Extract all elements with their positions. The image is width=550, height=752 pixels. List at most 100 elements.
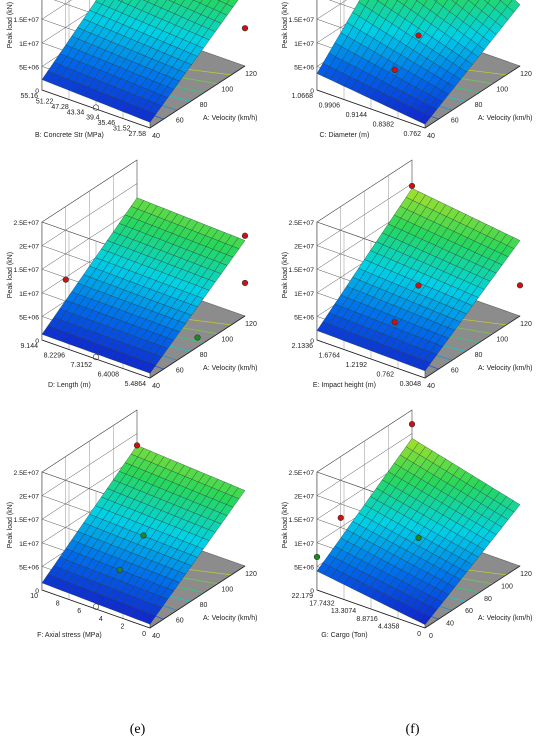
x-axis-label: A: Velocity (km/h)	[203, 365, 257, 372]
x-tick-label: 100	[221, 337, 233, 344]
y-tick-label: 0.762	[376, 372, 394, 379]
z-axis-label: Peak load (kN)	[7, 502, 14, 548]
surface-cell	[193, 0, 203, 4]
design-point	[241, 232, 249, 239]
x-tick-label: 40	[152, 633, 160, 640]
y-tick-label: 31.52	[113, 126, 131, 133]
panel-caption: (f)	[405, 722, 420, 737]
design-point	[408, 182, 416, 190]
z-tick-label: 2E+07	[19, 244, 39, 251]
y-axis-label: F: Axial stress (MPa)	[37, 632, 102, 639]
surface-cell	[507, 0, 521, 13]
x-axis-line	[149, 65, 246, 129]
z-tick-label: 0	[35, 338, 39, 345]
surface-cell	[416, 0, 428, 6]
chart-panel: 0 5E+06 1E+07 1.5E+07 2E+07 2.5E+07 Peak load …	[275, 159, 550, 500]
x-tick-label: 100	[221, 587, 233, 594]
x-tick-label: 40	[427, 133, 435, 140]
y-tick-label: 9.144	[20, 343, 38, 350]
y-tick-label: 7.3152	[71, 362, 93, 369]
z-tick-label: 2E+07	[19, 494, 39, 501]
chart-panel: 0 5E+06 1E+07 1.5E+07 2E+07 2.5E+07 Peak load …	[275, 409, 550, 750]
z-tick-label: 0	[310, 588, 314, 595]
design-point	[140, 532, 147, 539]
x-tick-label: 60	[176, 368, 184, 375]
z-tick-label: 1E+07	[294, 291, 314, 298]
z-tick-label: 5E+06	[19, 64, 39, 71]
y-tick-label: 35.46	[98, 120, 116, 127]
y-tick-label: 4	[99, 616, 103, 623]
surface-cell	[433, 0, 438, 2]
x-tick-label: 80	[475, 352, 483, 359]
z-axis-label: Peak load (kN)	[282, 252, 289, 298]
design-point	[415, 32, 422, 39]
surface-cell	[168, 0, 176, 3]
design-point	[313, 553, 321, 561]
x-tick-label: 80	[200, 102, 208, 109]
x-tick-label: 120	[245, 71, 257, 78]
design-point	[516, 282, 524, 289]
x-tick-label: 120	[520, 71, 532, 78]
y-tick-label: 5.4864	[125, 381, 147, 388]
y-tick-label: 1.0668	[292, 93, 314, 100]
x-axis-label: A: Velocity (km/h)	[203, 615, 257, 622]
surface-cell	[173, 0, 185, 6]
z-tick-label: 5E+06	[294, 564, 314, 571]
y-axis-line	[316, 89, 426, 129]
y-axis-line	[41, 89, 151, 129]
x-tick-label: 120	[245, 321, 257, 328]
x-tick-label: 40	[446, 621, 454, 628]
z-tick-label: 1E+07	[19, 291, 39, 298]
x-tick-label: 60	[176, 118, 184, 125]
y-tick-label: 0.8382	[373, 122, 395, 129]
z-tick-label: 1.5E+07	[13, 267, 39, 274]
z-tick-label: 1E+07	[294, 541, 314, 548]
surface-cell	[358, 0, 370, 7]
y-tick-label: 22.179	[292, 593, 314, 600]
y-axis-label: B: Concrete Str (MPa)	[35, 132, 104, 139]
surface-cell	[117, 0, 123, 2]
z-tick-label: 1E+07	[294, 41, 314, 48]
x-tick-label: 80	[475, 102, 483, 109]
design-point	[391, 66, 398, 73]
y-axis-line	[41, 339, 151, 379]
x-axis-line	[424, 565, 521, 629]
z-tick-label: 1E+07	[19, 41, 39, 48]
x-tick-label: 40	[427, 383, 435, 390]
y-axis-label: G: Cargo (Ton)	[321, 632, 367, 639]
z-tick-label: 0	[35, 588, 39, 595]
z-tick-label: 1.5E+07	[288, 517, 314, 524]
z-tick-label: 2.5E+07	[288, 470, 314, 477]
surface-cell	[147, 0, 159, 6]
y-tick-label: 39.4	[86, 115, 100, 122]
x-tick-label: 60	[451, 118, 459, 125]
x-axis-line	[424, 65, 521, 129]
design-point	[116, 566, 123, 573]
chart-panel: 0 5E+06 1E+07 1.5E+07 2E+07 2.5E+07 Peak load …	[275, 0, 550, 250]
z-tick-label: 1E+07	[19, 541, 39, 548]
x-axis-label: A: Velocity (km/h)	[203, 115, 257, 122]
design-point	[415, 282, 422, 289]
x-axis-line	[424, 315, 521, 379]
z-axis-label: Peak load (kN)	[282, 2, 289, 48]
x-tick-label: 120	[520, 321, 532, 328]
z-tick-label: 2.5E+07	[288, 220, 314, 227]
z-tick-label: 0	[310, 338, 314, 345]
design-point	[391, 319, 398, 326]
x-tick-label: 100	[496, 337, 508, 344]
design-point	[92, 104, 100, 111]
y-axis-label: E: Impact height (m)	[313, 382, 376, 389]
y-tick-label: 6.4008	[98, 372, 120, 379]
x-tick-label: 40	[152, 133, 160, 140]
y-tick-label: 2	[120, 623, 124, 630]
design-point	[408, 421, 416, 428]
y-tick-label: 8	[56, 601, 60, 608]
surface-cell	[507, 500, 521, 513]
z-tick-label: 1.5E+07	[288, 17, 314, 24]
surface-cell	[451, 0, 459, 4]
